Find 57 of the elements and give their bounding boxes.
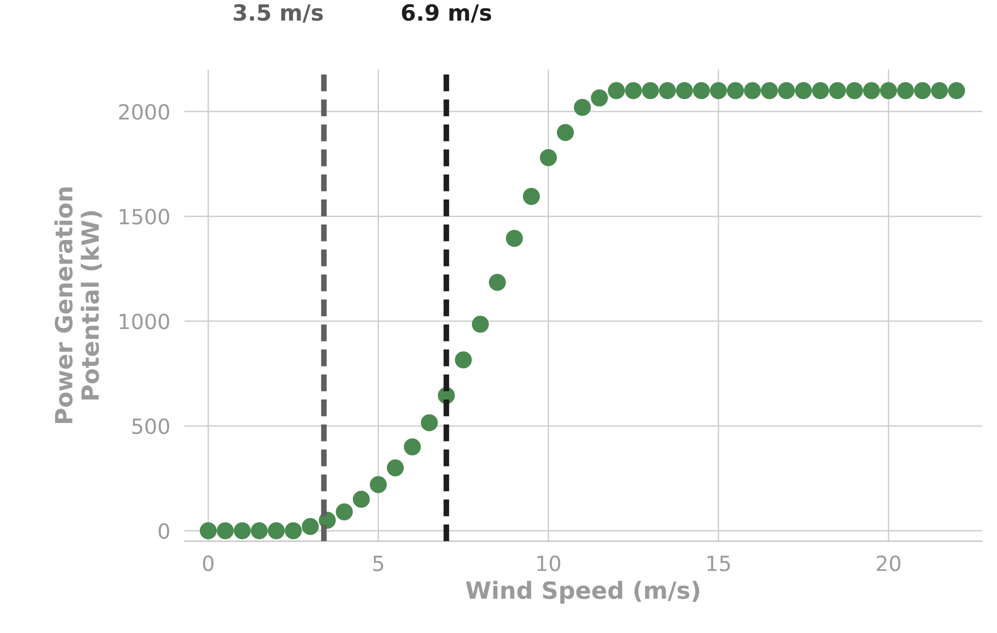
point [454,351,472,368]
point [880,82,898,100]
point [744,82,761,100]
point [828,82,846,100]
point [268,522,285,540]
point [302,518,319,536]
y-axis-title: Power Generation Potential (kW) [54,188,102,423]
point [897,82,914,100]
point [284,522,302,540]
point [472,316,489,333]
x-tick-label: 20 [876,555,900,572]
point [812,82,829,100]
x-tick-label: 10 [537,555,560,572]
point [216,522,234,540]
ref-line-label: 6.9 m/s [402,4,492,23]
point [760,82,778,100]
point [420,414,438,432]
x-tick-label: 0 [203,555,214,572]
point [352,490,370,508]
point [710,82,727,100]
point [386,459,404,476]
point [948,82,966,100]
point [692,82,710,100]
point [676,82,693,100]
y-tick-label: 1500 [120,208,170,225]
point [522,188,540,205]
point [506,230,523,247]
point [863,82,880,100]
point [404,438,421,456]
point [642,82,659,100]
point [794,82,812,100]
point [658,82,676,100]
point [726,82,744,100]
y-tick-label: 1000 [120,314,170,330]
x-axis-title: Wind Speed (m/s) [466,580,700,604]
point [540,149,557,166]
point [200,522,217,540]
point [608,82,625,100]
y-tick-label: 500 [132,418,170,434]
point [234,522,251,540]
point [931,82,948,100]
point [914,82,932,100]
point [556,124,574,142]
y-tick-label: 0 [158,523,170,539]
point [574,98,591,116]
x-tick-label: 15 [707,556,730,572]
x-tick-label: 5 [373,556,384,572]
point [846,82,863,100]
point [370,476,387,494]
point [624,82,642,100]
point [336,503,353,520]
point [250,522,268,540]
point [590,89,608,106]
point [778,82,795,100]
ref-line-label: 3.5 m/s [234,4,323,23]
y-tick-label: 2000 [119,104,170,120]
point [488,274,506,291]
